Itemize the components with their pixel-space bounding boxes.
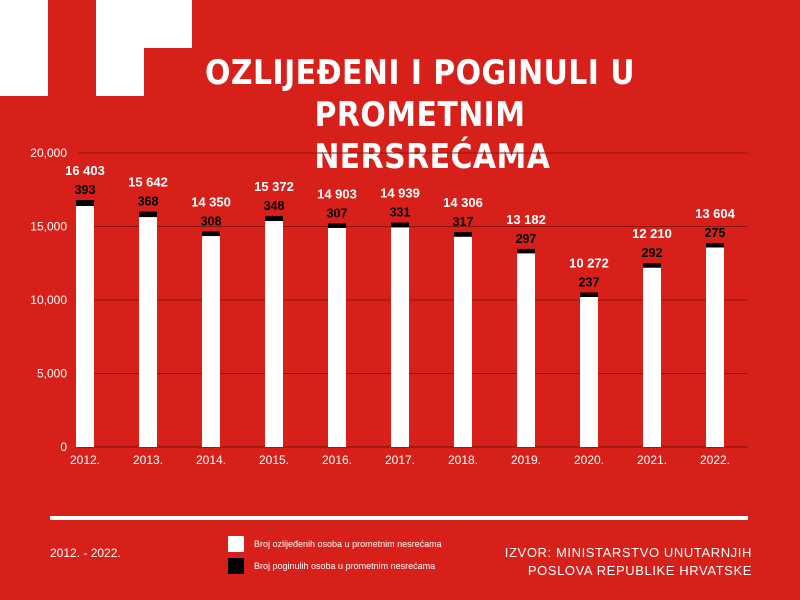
x-tick-label: 2019. [511, 453, 541, 467]
logo-square [96, 0, 144, 48]
x-tick-label: 2013. [133, 453, 163, 467]
legend-swatch-killed [228, 558, 244, 574]
source-line-2: POSLOVA REPUBLIKE HRVATSKE [527, 563, 752, 578]
legend-label-injured: Broj ozlijeđenih osoba u prometnim nesre… [254, 539, 442, 549]
data-label-injured: 13 182 [506, 212, 546, 227]
bar-injured [328, 227, 346, 447]
bar-killed [517, 248, 535, 254]
y-tick-label: 10,000 [30, 293, 67, 307]
bar-injured [706, 247, 724, 447]
data-label-killed: 308 [201, 215, 222, 229]
legend-label-killed: Broj poginulih osoba u prometnim nesreća… [254, 561, 436, 571]
y-tick-label: 0 [60, 440, 67, 454]
bar-injured [202, 236, 220, 447]
bar-injured [76, 205, 94, 447]
x-tick-label: 2022. [700, 453, 730, 467]
title-line-1: OZLIJEĐENI I POGINULI U PROMETNIM [205, 53, 635, 135]
x-tick-label: 2017. [385, 453, 415, 467]
data-label-killed: 317 [453, 215, 474, 229]
bar-killed [202, 231, 220, 237]
data-label-killed: 275 [705, 226, 726, 240]
legend-swatch-injured [228, 536, 244, 552]
source-note: IZVOR: MINISTARSTVO UNUTARNJIH POSLOVA R… [505, 544, 752, 580]
data-label-killed: 368 [138, 195, 159, 209]
data-label-injured: 15 372 [254, 179, 294, 194]
x-tick-label: 2021. [637, 453, 667, 467]
x-tick-label: 2018. [448, 453, 478, 467]
y-tick-label: 20,000 [30, 146, 67, 160]
logo-square [144, 0, 192, 48]
source-line-1: IZVOR: MINISTARSTVO UNUTARNJIH [504, 545, 752, 560]
page-title: OZLIJEĐENI I POGINULI U PROMETNIM NERSRE… [182, 52, 657, 178]
bar-killed [643, 263, 661, 268]
bar-killed [76, 200, 94, 206]
data-label-killed: 393 [75, 183, 96, 197]
bar-injured [265, 221, 283, 447]
bar-killed [139, 211, 157, 218]
title-line-2: NERSREĆAMA [314, 137, 551, 177]
bar-killed [391, 222, 409, 228]
legend-item-killed: Broj poginulih osoba u prometnim nesreća… [228, 558, 435, 574]
x-tick-label: 2020. [574, 453, 604, 467]
data-label-injured: 16 403 [65, 163, 105, 178]
x-tick-label: 2012. [70, 453, 100, 467]
data-label-killed: 297 [516, 232, 537, 246]
x-tick-label: 2016. [322, 453, 352, 467]
x-tick-label: 2015. [259, 453, 289, 467]
bar-killed [454, 232, 472, 237]
bar-killed [328, 223, 346, 228]
bar-chart: 0 5,000 10,000 15,000 20,000 393 16 403 2012. 36… [30, 146, 748, 467]
data-label-injured: 12 210 [632, 226, 672, 241]
bar-killed [706, 242, 724, 248]
data-label-killed: 331 [390, 206, 411, 220]
bar-injured [139, 217, 157, 447]
bar-injured [517, 253, 535, 447]
y-tick-label: 5,000 [37, 367, 67, 381]
bar-injured [643, 267, 661, 447]
data-label-injured: 14 939 [380, 186, 420, 201]
x-tick-label: 2014. [196, 453, 226, 467]
data-label-injured: 15 642 [128, 175, 168, 190]
logo-square [0, 48, 48, 96]
bar-injured [454, 236, 472, 447]
divider [50, 516, 748, 520]
y-tick-label: 15,000 [30, 220, 67, 234]
data-label-killed: 307 [327, 206, 348, 220]
bar-killed [265, 215, 283, 222]
legend-item-injured: Broj ozlijeđenih osoba u prometnim nesre… [228, 536, 442, 552]
data-label-injured: 14 350 [191, 195, 231, 210]
bar-injured [391, 227, 409, 447]
data-label-killed: 292 [642, 246, 663, 260]
logo-square [96, 48, 144, 96]
bar-injured [580, 296, 598, 447]
logo-square [0, 0, 48, 48]
data-label-injured: 14 306 [443, 195, 483, 210]
period-label: 2012. - 2022. [50, 546, 121, 560]
data-label-injured: 13 604 [695, 206, 736, 221]
data-label-injured: 14 903 [317, 186, 357, 201]
data-label-killed: 348 [264, 199, 285, 213]
data-label-injured: 10 272 [569, 256, 609, 271]
data-label-killed: 237 [579, 276, 600, 290]
bar-killed [580, 292, 598, 298]
